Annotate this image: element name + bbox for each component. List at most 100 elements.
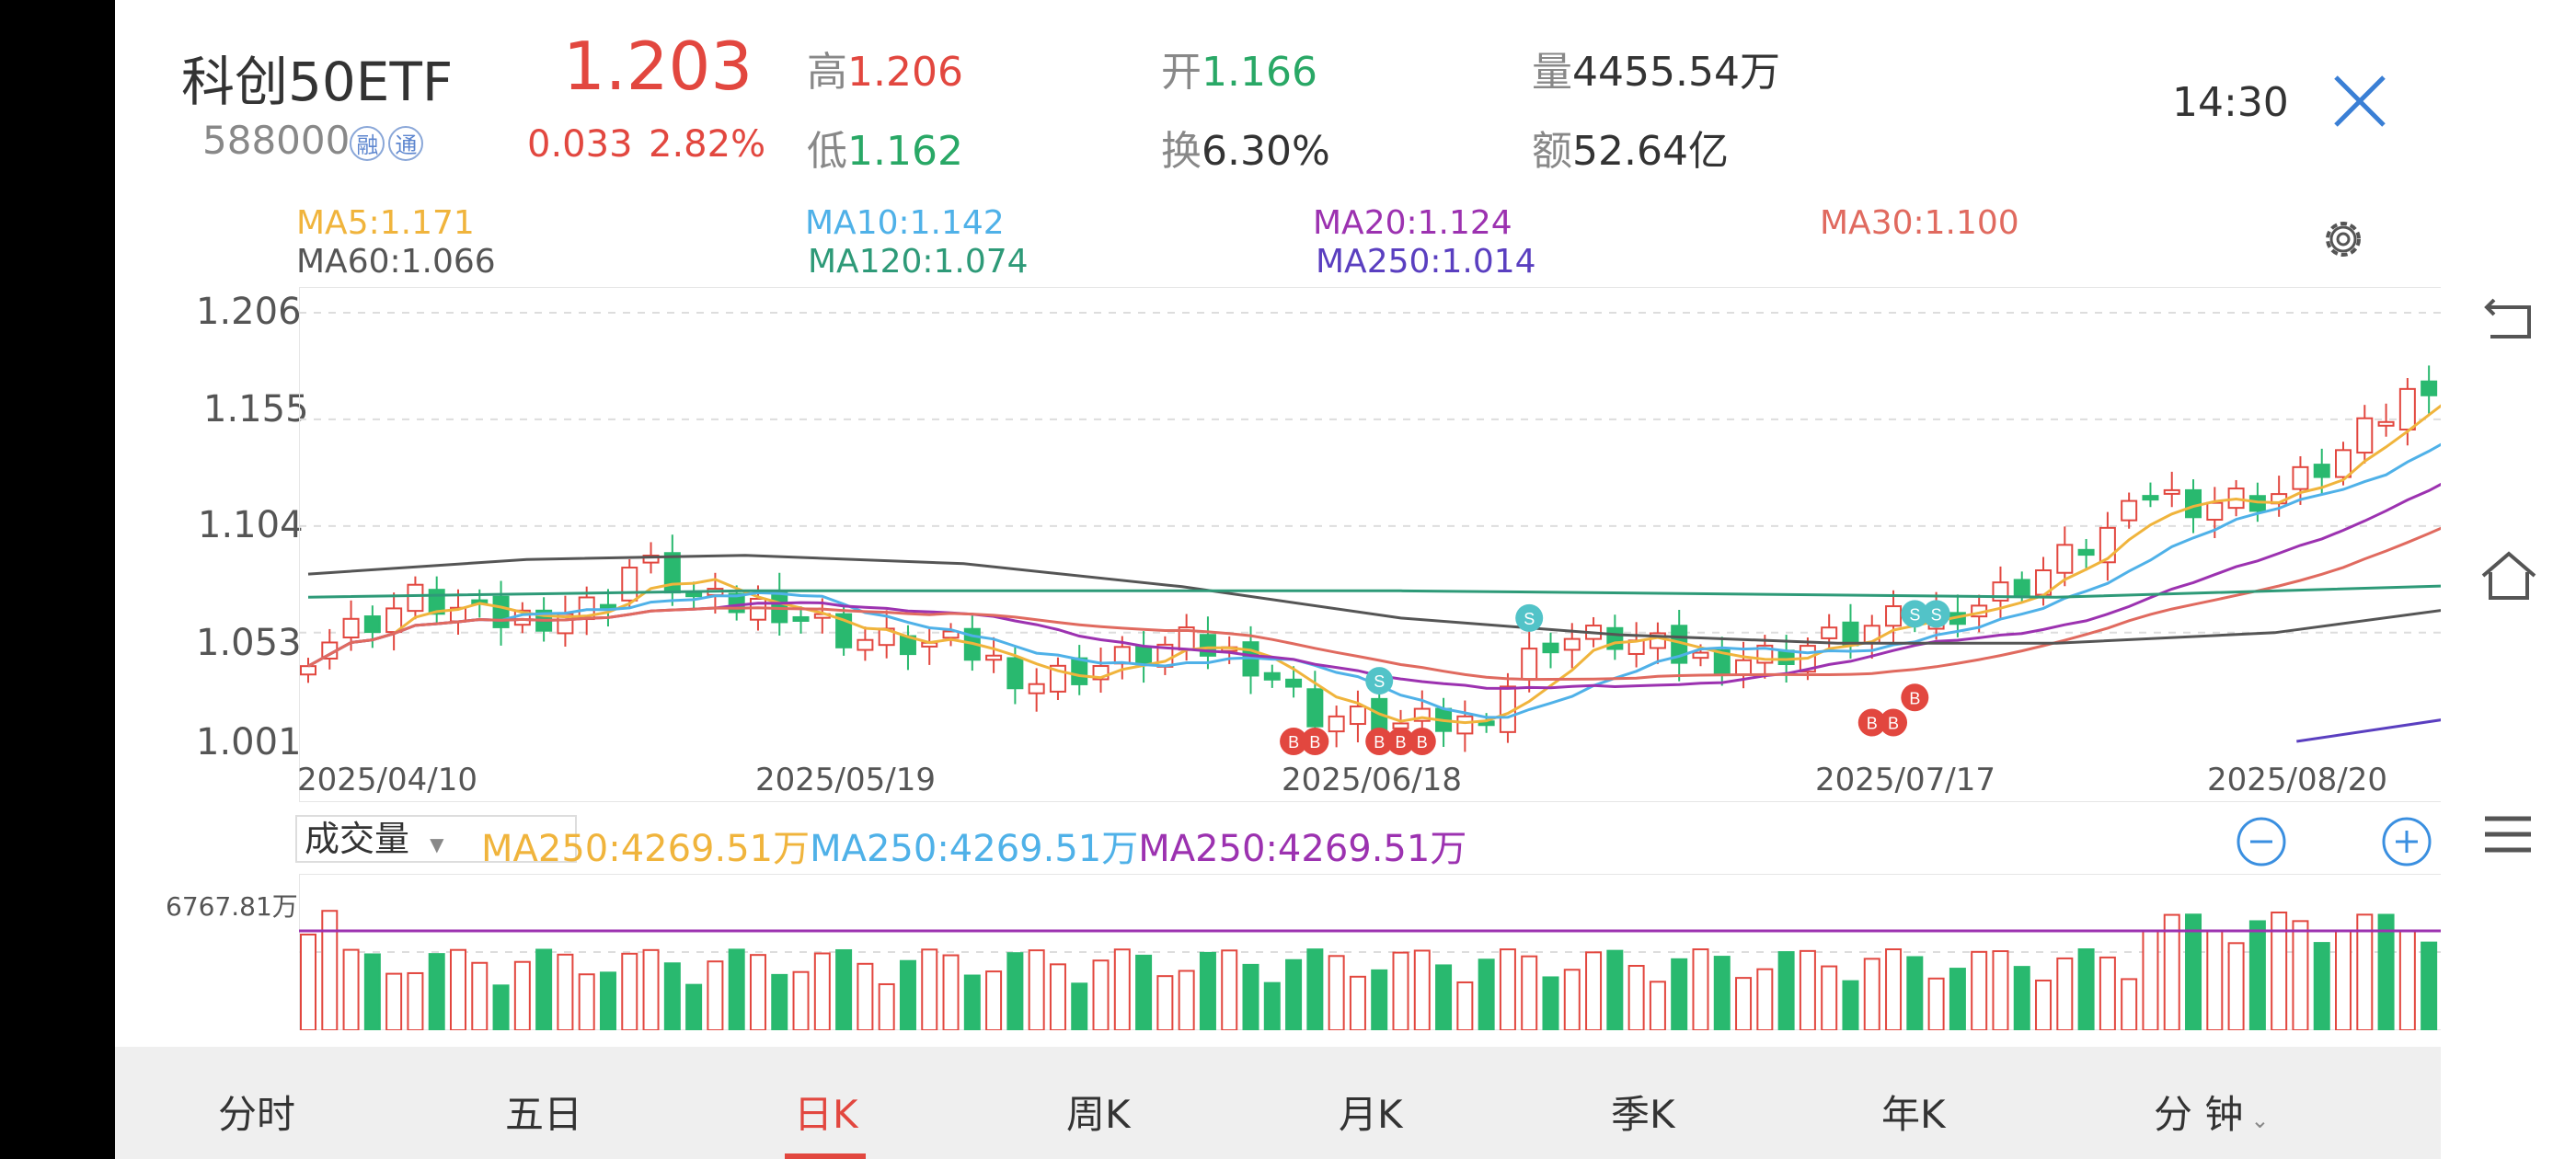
volume-bar (363, 953, 381, 1030)
volume-bar (1371, 969, 1388, 1030)
candle-body (1113, 646, 1131, 665)
candle-body (1071, 657, 1088, 685)
y-tick-label: 1.001 (196, 721, 302, 763)
candle-body (1392, 722, 1409, 729)
back-icon[interactable] (2481, 293, 2536, 344)
volume-bar (899, 959, 916, 1030)
candle-body (2142, 495, 2159, 501)
buy-signal-marker (1386, 728, 1415, 755)
ma60-legend: MA60:1.066 (296, 243, 496, 281)
volume-bar (557, 953, 574, 1030)
tab-daily-k[interactable]: 日K (794, 1092, 858, 1137)
period-tabs: 分时 五日 日K 周K 月K 季K 年K 分 钟 ⌄ (115, 1047, 2441, 1159)
candle-body (1306, 688, 1324, 728)
volume-bar (2248, 920, 2266, 1030)
tab-five-day[interactable]: 五日 (505, 1092, 583, 1137)
signal-label: B (1909, 689, 1920, 707)
volume-bar (2335, 929, 2352, 1030)
indicator-selector[interactable]: 成交量 ▼ (295, 815, 577, 863)
volume-bar (685, 983, 703, 1030)
volume-stat: 量4455.54万 (1532, 49, 1780, 96)
volume-bar (2099, 956, 2116, 1030)
signal-label: B (1395, 733, 1406, 752)
volume-bar (2292, 920, 2309, 1030)
tab-intraday[interactable]: 分时 (218, 1092, 296, 1137)
candle-body (2056, 544, 2074, 574)
volume-chart[interactable] (299, 874, 2441, 1030)
tab-quarterly-k[interactable]: 季K (1611, 1092, 1675, 1137)
volume-bar (2227, 942, 2245, 1030)
volume-bar (1842, 980, 1859, 1030)
candle-body (1028, 683, 1045, 694)
security-code-row: 588000 融通 (202, 118, 424, 163)
volume-bar (1263, 981, 1281, 1030)
high-stat: 高1.206 (807, 49, 963, 96)
volume-bar (2398, 930, 2416, 1030)
sell-signal-marker (1922, 600, 1950, 628)
volume-bar (1777, 951, 1795, 1030)
volume-bar (2077, 948, 2095, 1030)
candle-body (685, 591, 703, 598)
volume-bar (1242, 963, 1259, 1030)
candle-body (1692, 651, 1709, 660)
chevron-down-icon: ▼ (430, 833, 444, 855)
volume-bar (2035, 979, 2053, 1030)
candle-body (2077, 548, 2095, 557)
volume-bar (2013, 966, 2030, 1030)
candle-body (2121, 499, 2138, 522)
ma-line-120 (307, 584, 2441, 599)
candle-body (1263, 671, 1281, 681)
volume-bar (1049, 963, 1066, 1030)
signal-label: S (1909, 605, 1920, 624)
tab-monthly-k[interactable]: 月K (1339, 1092, 1403, 1137)
open-value: 1.166 (1202, 49, 1317, 96)
volume-ma-label: MA250:4269.51万 (810, 828, 1139, 870)
volume-bar (2121, 978, 2138, 1030)
menu-icon[interactable] (2481, 811, 2535, 857)
tab-yearly-k[interactable]: 年K (1881, 1092, 1946, 1137)
volume-bar (1756, 968, 1774, 1030)
signal-label: B (1309, 733, 1320, 752)
candle-body (1006, 657, 1024, 690)
volume-bar (1435, 964, 1453, 1030)
volume-bar (1156, 975, 1174, 1030)
sell-signal-marker (1365, 667, 1394, 695)
volume-bar (1992, 950, 2009, 1030)
chart-frame (299, 287, 2441, 802)
volume-bar (2142, 930, 2159, 1030)
gear-icon[interactable] (2317, 213, 2369, 265)
ma5-legend: MA5:1.171 (296, 204, 475, 242)
candle-body (621, 567, 638, 602)
tab-weekly-k[interactable]: 周K (1066, 1092, 1131, 1137)
tab-minute[interactable]: 分 钟 ⌄ (2154, 1092, 2270, 1137)
buy-signal-marker (1880, 708, 1908, 737)
buy-signal-marker (1408, 728, 1436, 755)
candle-body (300, 665, 316, 676)
candle-body (2185, 488, 2202, 519)
volume-bar (835, 948, 853, 1030)
x-tick-label: 2025/08/20 (2207, 762, 2387, 798)
candle-body (1885, 605, 1903, 627)
volume-bar (1671, 958, 1688, 1030)
high-value: 1.206 (847, 49, 963, 96)
close-icon[interactable] (2332, 74, 2387, 129)
volume-bar (771, 973, 788, 1030)
volume-bar (1521, 955, 1538, 1030)
volume-bar (1178, 970, 1195, 1030)
volume-bar (621, 952, 638, 1030)
candle-body (1285, 678, 1303, 688)
last-price: 1.203 (563, 28, 753, 105)
zoom-in-icon[interactable] (2380, 815, 2433, 868)
home-icon[interactable] (2479, 548, 2538, 603)
volume-bar (1285, 958, 1303, 1030)
candle-body (642, 554, 660, 564)
zoom-out-icon[interactable] (2235, 815, 2288, 868)
amount-value: 52.64亿 (1572, 128, 1729, 175)
low-stat: 低1.162 (807, 128, 963, 175)
volume-bar (1071, 982, 1088, 1030)
volume-bar (1821, 965, 1838, 1030)
volume-bar (1542, 976, 1559, 1030)
open-stat: 开1.166 (1161, 49, 1317, 96)
signal-label: S (1524, 610, 1535, 628)
